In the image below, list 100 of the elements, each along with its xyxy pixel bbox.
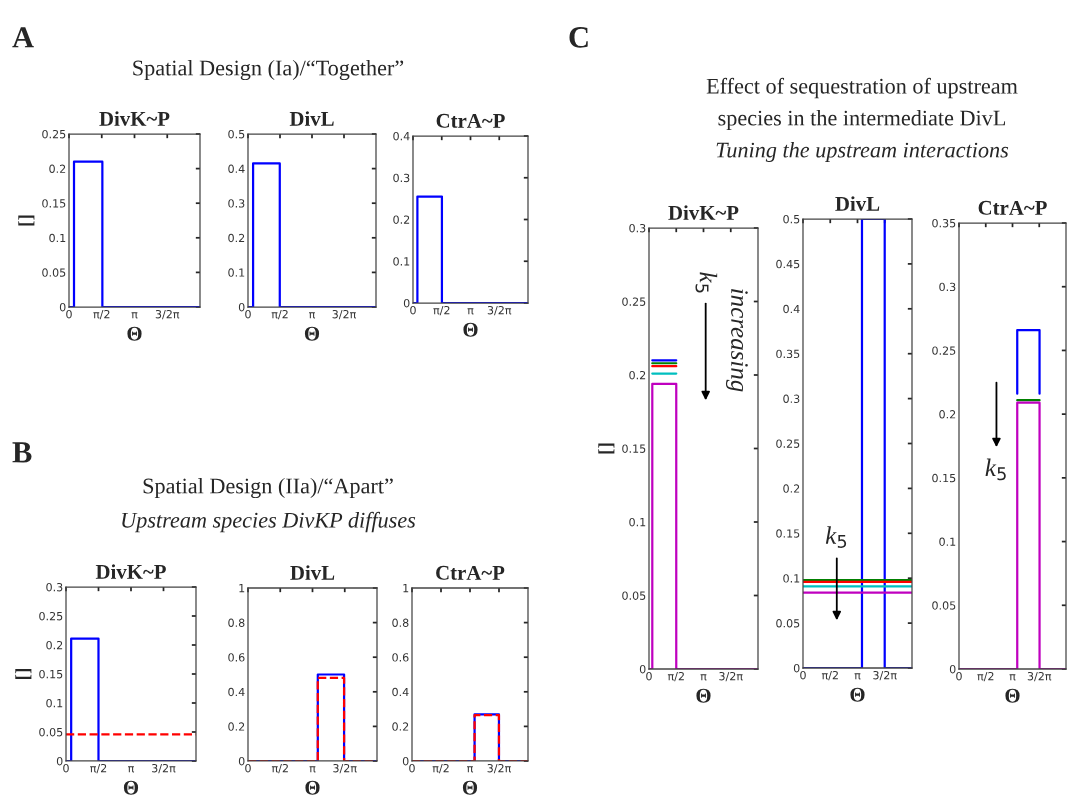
chart-title: DivL <box>289 111 334 126</box>
y-tick-label: 0 <box>403 298 410 308</box>
x-tick-label: 3/2π <box>332 309 356 320</box>
text: C <box>569 27 588 48</box>
x-axis-title: Θ <box>463 322 478 337</box>
x-tick-label: 3/2π <box>155 309 180 320</box>
y-axis-title: [] <box>18 215 35 226</box>
x-axis-title: Θ <box>850 687 865 702</box>
chart-title: CtrA~P <box>436 565 505 580</box>
y-tick-label: 0.15 <box>39 669 63 679</box>
y-tick-label: 0.05 <box>42 268 66 277</box>
text: A <box>12 27 34 48</box>
chart-title: CtrA~P <box>978 200 1047 215</box>
y-tick-label: 0.4 <box>392 687 409 697</box>
chart-title: DivL <box>835 196 880 211</box>
y-tick-label: 0.6 <box>392 653 409 662</box>
x-tick-label: π <box>1009 674 1016 681</box>
y-tick-label: 0.5 <box>783 214 800 224</box>
y-tick-label: 0.2 <box>46 640 63 650</box>
x-tick-label: π/2 <box>90 763 107 774</box>
x-axis-title: Θ <box>127 326 142 341</box>
y-tick-label: 0.2 <box>49 164 66 173</box>
y-tick-label: 0.15 <box>42 199 66 208</box>
x-tick-label: π/2 <box>432 763 449 774</box>
text: Spatial Design (Ia)/“Together” <box>133 59 404 81</box>
y-axis-title: [] <box>15 668 32 680</box>
y-tick-label: 0.1 <box>629 517 646 527</box>
y-tick-label: 0.05 <box>622 591 646 600</box>
y-tick-label: 0.2 <box>783 484 800 493</box>
y-tick-label: 0.4 <box>393 131 410 141</box>
x-tick-label: 3/2π <box>873 670 897 681</box>
y-tick-label: 0.35 <box>932 218 956 228</box>
y-tick-label: 0.1 <box>46 698 63 708</box>
y-tick-label: 0.2 <box>228 722 245 731</box>
y-tick-label: 0.5 <box>228 129 245 139</box>
x-tick-label: π <box>131 312 138 319</box>
x-tick-label: 3/2π <box>487 305 512 316</box>
annotation: k$_{5}$ <box>985 458 1006 481</box>
y-tick-label: 0.25 <box>622 297 646 306</box>
x-tick-label: 3/2π <box>152 763 176 774</box>
y-tick-label: 0.45 <box>776 259 800 269</box>
y-tick-label: 0 <box>56 756 63 766</box>
x-tick-label: π/2 <box>821 670 838 681</box>
y-tick-label: 0.3 <box>783 394 800 403</box>
y-tick-label: 0.4 <box>783 304 800 314</box>
x-tick-label: π <box>467 766 474 773</box>
chart-title: DivL <box>290 565 335 580</box>
text: species in the intermediate DivL <box>718 109 1006 131</box>
x-tick-label: π/2 <box>433 305 450 316</box>
y-tick-label: 0.3 <box>629 223 646 233</box>
x-tick-label: π <box>700 674 707 681</box>
y-tick-label: 0.4 <box>228 164 245 173</box>
y-tick-label: 0.1 <box>939 537 956 546</box>
chart-title: DivK~P <box>668 205 739 220</box>
x-tick-label: 3/2π <box>487 763 511 774</box>
y-tick-label: 0.05 <box>39 727 63 737</box>
y-tick-label: 0.05 <box>932 601 956 610</box>
y-tick-label: 0.6 <box>228 653 245 662</box>
x-axis-title: Θ <box>462 780 478 795</box>
x-tick-label: π/2 <box>271 763 288 774</box>
y-tick-label: 0.05 <box>776 619 800 628</box>
y-tick-label: 0.2 <box>629 370 646 380</box>
y-tick-label: 0.8 <box>228 618 245 627</box>
y-tick-label: 0.25 <box>932 346 956 355</box>
x-axis-title: Θ <box>123 780 139 795</box>
y-tick-label: 0.15 <box>776 529 800 538</box>
y-tick-label: 0.3 <box>228 199 245 208</box>
y-tick-label: 0.25 <box>39 611 63 621</box>
y-tick-label: 0 <box>238 756 245 766</box>
text: Tuning the upstream interactions <box>716 141 1009 163</box>
text: Spatial Design (IIa)/“Apart” <box>143 477 393 499</box>
x-axis-title: Θ <box>1005 688 1020 703</box>
y-tick-label: 0.3 <box>393 173 410 183</box>
y-tick-label: 0.3 <box>46 582 63 592</box>
text: Upstream species DivKP diffuses <box>122 511 416 533</box>
x-axis-title: Θ <box>304 326 320 341</box>
chart-title: DivK~P <box>95 564 166 579</box>
annotation: increasing <box>725 289 748 392</box>
y-tick-label: 0.1 <box>783 574 800 583</box>
y-tick-label: 0 <box>402 756 409 766</box>
y-tick-label: 0.4 <box>228 687 245 697</box>
y-tick-label: 0.2 <box>939 410 956 419</box>
y-tick-label: 0.25 <box>42 129 66 139</box>
x-tick-label: π <box>309 312 316 319</box>
y-tick-label: 0 <box>793 663 800 673</box>
annotation: k$_{5}$ <box>695 272 718 293</box>
y-tick-label: 0.1 <box>228 268 245 277</box>
x-tick-label: 3/2π <box>333 763 357 774</box>
y-tick-label: 0.25 <box>776 439 800 448</box>
x-tick-label: π/2 <box>667 671 684 682</box>
annotation: k$_{5}$ <box>825 526 847 548</box>
x-tick-label: π/2 <box>977 671 994 682</box>
y-tick-label: 0.35 <box>776 349 800 359</box>
x-tick-label: π <box>309 766 316 773</box>
x-axis-title: Θ <box>696 688 711 703</box>
x-tick-label: π <box>854 673 861 680</box>
x-tick-label: 3/2π <box>1027 671 1052 682</box>
x-tick-label: π <box>128 766 135 773</box>
y-tick-label: 1 <box>239 584 245 593</box>
chart-title: CtrA~P <box>436 113 505 128</box>
